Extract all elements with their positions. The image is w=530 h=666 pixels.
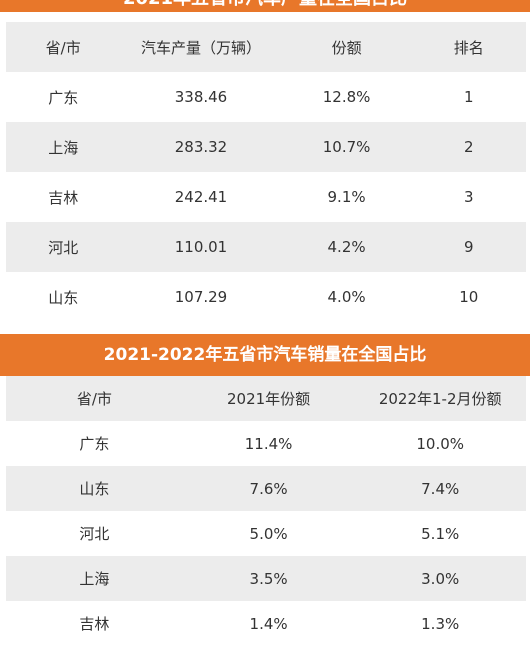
table-row: 山东 107.29 4.0% 10 — [6, 272, 526, 322]
cell-output: 283.32 — [120, 122, 282, 172]
cell-rank: 9 — [411, 222, 526, 272]
table-row: 广东 11.4% 10.0% — [6, 421, 526, 466]
table-header-row: 省/市 2021年份额 2022年1-2月份额 — [6, 376, 526, 421]
column-header-province: 省/市 — [6, 376, 183, 421]
cell-output: 242.41 — [174, 188, 228, 206]
cell-2022-share: 7.4% — [354, 466, 526, 511]
cell-rank: 1 — [464, 88, 474, 106]
cell-province: 河北 — [79, 525, 110, 543]
cell-output: 110.01 — [120, 222, 282, 272]
cell-province: 吉林 — [79, 615, 110, 633]
sales-share-table: 省/市 2021年份额 2022年1-2月份额 广东 11.4% 10.0% 山… — [6, 376, 526, 646]
table-row: 河北 110.01 4.2% 9 — [6, 222, 526, 272]
cell-2021-share: 5.0% — [249, 524, 288, 543]
cell-rank: 3 — [464, 188, 474, 206]
cell-output: 338.46 — [174, 88, 228, 106]
cell-2022-share: 10.0% — [416, 434, 465, 453]
cell-2022-share: 1.3% — [421, 614, 460, 633]
column-header-rank: 排名 — [411, 22, 526, 72]
section-divider — [0, 318, 530, 334]
column-header-share: 份额 — [281, 22, 412, 72]
cell-rank: 2 — [411, 122, 526, 172]
cell-2021-share: 7.6% — [182, 466, 355, 511]
cell-province: 上海 — [6, 556, 183, 601]
cell-share: 12.8% — [322, 88, 371, 106]
table-row: 吉林 1.4% 1.3% — [6, 601, 526, 646]
column-header-province: 省/市 — [6, 22, 121, 72]
cell-province: 吉林 — [48, 188, 79, 207]
cell-2021-share: 1.4% — [249, 614, 288, 633]
table-row: 广东 338.46 12.8% 1 — [6, 72, 526, 122]
cell-2021-share: 3.5% — [182, 556, 355, 601]
production-share-table: 省/市 汽车产量（万辆） 份额 排名 广东 338.46 12.8% 1 上海 … — [6, 22, 526, 322]
cell-share: 9.1% — [327, 188, 366, 206]
cell-rank: 10 — [459, 288, 479, 306]
cell-share: 4.0% — [327, 288, 366, 306]
cell-2022-share: 5.1% — [421, 524, 460, 543]
table-header-row: 省/市 汽车产量（万辆） 份额 排名 — [6, 22, 526, 72]
cell-2022-share: 3.0% — [354, 556, 526, 601]
cell-share: 10.7% — [281, 122, 412, 172]
table-row: 吉林 242.41 9.1% 3 — [6, 172, 526, 222]
table-row: 上海 283.32 10.7% 2 — [6, 122, 526, 172]
cell-province: 河北 — [6, 222, 121, 272]
table1-title: 2021年五省市汽车产量在全国占比 — [0, 0, 530, 12]
cell-province: 上海 — [6, 122, 121, 172]
cell-province: 山东 — [48, 288, 79, 307]
cell-province: 广东 — [48, 88, 79, 107]
cell-share: 4.2% — [281, 222, 412, 272]
cell-province: 山东 — [6, 466, 183, 511]
column-header-2021-share: 2021年份额 — [182, 376, 355, 421]
cell-province: 广东 — [79, 435, 110, 453]
cell-2021-share: 11.4% — [244, 434, 293, 453]
table-row: 上海 3.5% 3.0% — [6, 556, 526, 601]
table-row: 山东 7.6% 7.4% — [6, 466, 526, 511]
cell-output: 107.29 — [174, 288, 228, 306]
table-row: 河北 5.0% 5.1% — [6, 511, 526, 556]
column-header-output: 汽车产量（万辆） — [120, 22, 282, 72]
column-header-2022-share: 2022年1-2月份额 — [354, 376, 526, 421]
table2-title: 2021-2022年五省市汽车销量在全国占比 — [0, 334, 530, 376]
